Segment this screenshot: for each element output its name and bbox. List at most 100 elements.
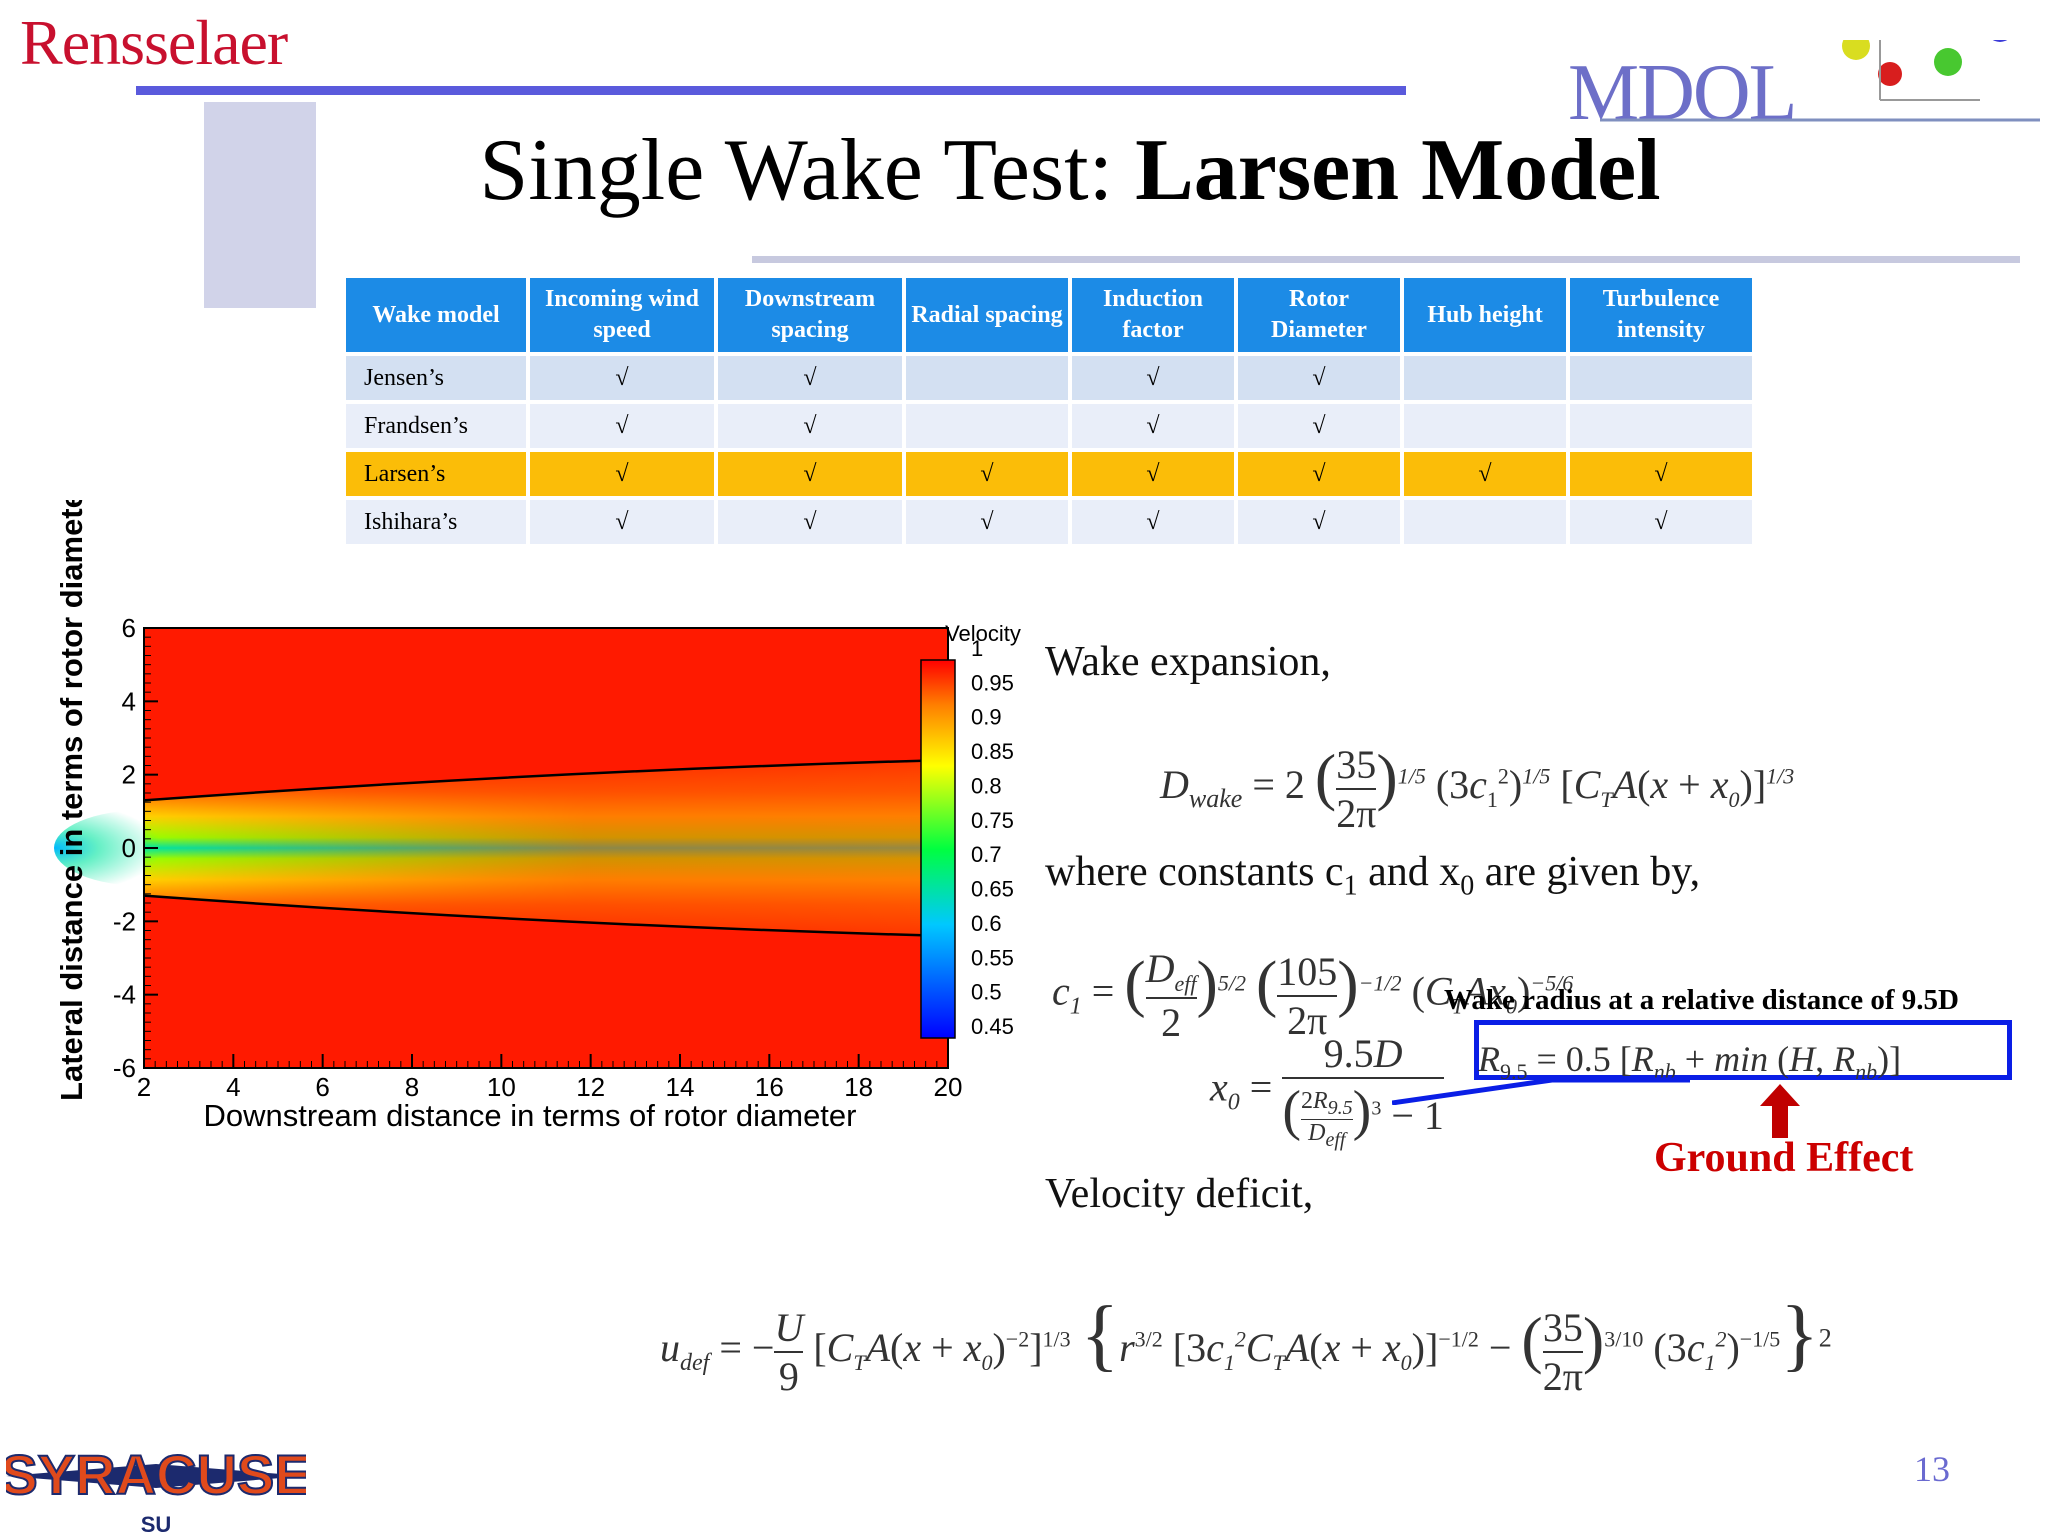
title-plain: Single Wake Test: bbox=[479, 122, 1136, 219]
velocity-deficit-text: Velocity deficit, bbox=[1045, 1171, 1314, 1217]
velocity-deficit-equation: udef = − U 9 [CTA(x + x0)−2]1/3 {r3/2 [3c1… bbox=[660, 1291, 1832, 1399]
wake-radius-label: Wake radius at a relative distance of 9.… bbox=[1444, 984, 1959, 1016]
y-tick-label: -6 bbox=[113, 1053, 136, 1083]
table-cell bbox=[906, 404, 1068, 448]
wake-boundary-lower bbox=[143, 894, 949, 938]
table-cell: √ bbox=[1072, 356, 1234, 400]
c1-equation: c1 = (Deff 2)5/2 (105 2π)−1/2 (CTAx0)−5/6 bbox=[1052, 946, 1574, 1045]
table-cell bbox=[1570, 356, 1752, 400]
table-cell: √ bbox=[530, 404, 714, 448]
rensselaer-logo: Rensselaer bbox=[20, 7, 288, 78]
up-arrow-icon bbox=[1760, 1084, 1800, 1138]
table-cell: √ bbox=[530, 500, 714, 544]
table-cell: √ bbox=[1238, 356, 1400, 400]
table-row: Ishihara’s √ √ √ √ √ √ bbox=[346, 500, 1752, 544]
x-tick-label: 6 bbox=[315, 1072, 329, 1102]
table-cell: √ bbox=[1238, 452, 1400, 496]
table-row-highlighted: Larsen’s √ √ √ √ √ √ √ bbox=[346, 452, 1752, 496]
mdol-logo: MDOL bbox=[1560, 40, 2040, 140]
header-hub-height: Hub height bbox=[1404, 278, 1566, 352]
colorbar-tick-label: 0.65 bbox=[971, 877, 1014, 902]
row-name: Jensen’s bbox=[346, 356, 526, 400]
table-cell bbox=[1404, 500, 1566, 544]
page-number: 13 bbox=[1914, 1449, 1950, 1489]
table-cell bbox=[906, 356, 1068, 400]
ground-effect-label: Ground Effect bbox=[1654, 1135, 1914, 1181]
x-tick-label: 10 bbox=[487, 1072, 516, 1102]
slide-title: Single Wake Test: Larsen Model bbox=[320, 120, 1820, 221]
wake-diameter-equation: Dwake = 2 (35 2π)1/5 (3c12)1/5 [CTA(x + x… bbox=[1160, 741, 1795, 836]
table-row: Frandsen’s √ √ √ √ bbox=[346, 404, 1752, 448]
table-cell: √ bbox=[530, 356, 714, 400]
y-tick-label: -2 bbox=[113, 906, 136, 936]
header-turbulence-intensity: Turbulence intensity bbox=[1570, 278, 1752, 352]
y-tick-label: 0 bbox=[122, 833, 136, 863]
title-bold: Larsen Model bbox=[1135, 122, 1661, 219]
colorbar-tick-label: 0.75 bbox=[971, 808, 1014, 833]
header-incoming-wind-speed: Incoming wind speed bbox=[530, 278, 714, 352]
constants-mid: and x bbox=[1357, 849, 1461, 895]
syracuse-university-logo: SYRACUSE UNIVERSITY SU bbox=[6, 1442, 306, 1534]
colorbar-tick-label: 0.55 bbox=[971, 945, 1014, 970]
table-cell bbox=[1570, 404, 1752, 448]
table-cell: √ bbox=[1072, 452, 1234, 496]
title-rule bbox=[752, 256, 2020, 263]
mdol-dots-icon bbox=[1600, 40, 2040, 122]
constants-sub1: 1 bbox=[1343, 870, 1358, 902]
table-cell: √ bbox=[718, 500, 902, 544]
table-cell: √ bbox=[530, 452, 714, 496]
colorbar-tick-label: 0.6 bbox=[971, 911, 1002, 936]
table-cell: √ bbox=[1570, 500, 1752, 544]
x-tick-label: 12 bbox=[576, 1072, 605, 1102]
y-tick-label: 6 bbox=[122, 613, 136, 643]
header-induction-factor: Induction factor bbox=[1072, 278, 1234, 352]
colorbar-tick-label: 0.7 bbox=[971, 842, 1002, 867]
wake-expansion-text: Wake expansion, bbox=[1045, 639, 1331, 685]
velocity-colorbar: 1 0.95 0.9 0.85 0.8 0.75 0.7 0.65 0.6 0.55 0.5 0.45 bbox=[920, 636, 1014, 1039]
table-cell: √ bbox=[906, 452, 1068, 496]
y-axis-label: Lateral distance in terms of rotor diame… bbox=[54, 500, 89, 1101]
y-tick-label: -4 bbox=[113, 980, 136, 1010]
x-tick-label: 18 bbox=[844, 1072, 873, 1102]
y-tick-label: 4 bbox=[122, 686, 136, 716]
syracuse-logo-subtext: UNIVERSITY bbox=[99, 1501, 213, 1517]
decorative-block bbox=[204, 102, 316, 308]
wake-fade bbox=[144, 760, 948, 936]
colorbar-tick-label: 1 bbox=[971, 636, 983, 661]
r95-highlight-box bbox=[1474, 1020, 2012, 1080]
colorbar-tick-label: 0.95 bbox=[971, 670, 1014, 695]
table-cell: √ bbox=[1404, 452, 1566, 496]
row-name: Larsen’s bbox=[346, 452, 526, 496]
table-cell: √ bbox=[906, 500, 1068, 544]
heatmap-plot-area bbox=[54, 628, 949, 1068]
x-tick-label: 8 bbox=[405, 1072, 419, 1102]
x-tick-label: 2 bbox=[137, 1072, 151, 1102]
constants-text: where constants c1 and x0 are given by, bbox=[1045, 848, 1700, 902]
colorbar-tick-label: 0.9 bbox=[971, 705, 1002, 730]
x-tick-label: 4 bbox=[226, 1072, 240, 1102]
table-row: Jensen’s √ √ √ √ bbox=[346, 356, 1752, 400]
table-cell: √ bbox=[1072, 500, 1234, 544]
constants-end: are given by, bbox=[1474, 849, 1701, 895]
colorbar-tick-label: 0.45 bbox=[971, 1014, 1014, 1039]
y-tick-label: 2 bbox=[122, 760, 136, 790]
table-cell: √ bbox=[1072, 404, 1234, 448]
table-cell bbox=[1404, 356, 1566, 400]
colorbar-tick-label: 0.8 bbox=[971, 773, 1002, 798]
table-cell: √ bbox=[718, 452, 902, 496]
colorbar-tick-label: 0.85 bbox=[971, 739, 1014, 764]
x-tick-label: 16 bbox=[755, 1072, 784, 1102]
row-name: Frandsen’s bbox=[346, 404, 526, 448]
header-radial-spacing: Radial spacing bbox=[906, 278, 1068, 352]
header-rotor-diameter: Rotor Diameter bbox=[1238, 278, 1400, 352]
mdol-logo-text: MDOL bbox=[1568, 49, 1798, 137]
table-cell bbox=[1404, 404, 1566, 448]
syracuse-logo-text: SYRACUSE bbox=[6, 1443, 306, 1506]
colorbar-title: Velocity bbox=[945, 621, 1021, 646]
syracuse-logo-mark: SU bbox=[141, 1512, 172, 1534]
table-cell: √ bbox=[1238, 404, 1400, 448]
table-cell: √ bbox=[1238, 500, 1400, 544]
top-rule bbox=[136, 86, 1406, 95]
